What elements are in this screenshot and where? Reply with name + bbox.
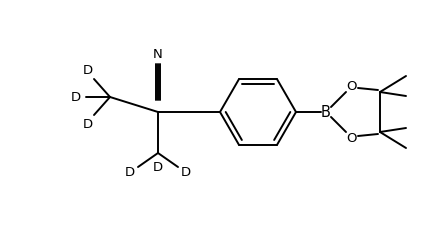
Text: B: B: [321, 105, 331, 120]
Text: D: D: [83, 118, 93, 131]
Text: O: O: [347, 132, 357, 145]
Text: D: D: [83, 64, 93, 77]
Text: N: N: [153, 47, 163, 60]
Text: D: D: [181, 166, 191, 179]
Text: O: O: [347, 80, 357, 93]
Text: D: D: [153, 161, 163, 174]
Text: D: D: [125, 166, 135, 179]
Text: D: D: [71, 91, 81, 104]
